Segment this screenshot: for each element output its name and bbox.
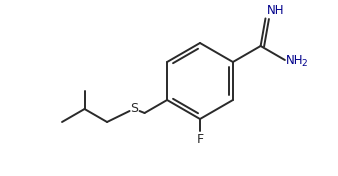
Text: NH: NH [286,54,304,67]
Text: F: F [196,133,203,146]
Text: 2: 2 [301,58,307,68]
Text: S: S [130,102,139,115]
Text: NH: NH [266,4,284,17]
